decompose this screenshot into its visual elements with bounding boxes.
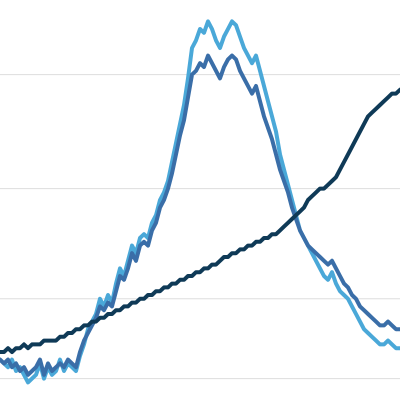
series-line-3 [0,87,400,354]
series-lines [0,19,400,385]
gridlines [0,74,400,380]
series-line-2 [0,53,400,377]
